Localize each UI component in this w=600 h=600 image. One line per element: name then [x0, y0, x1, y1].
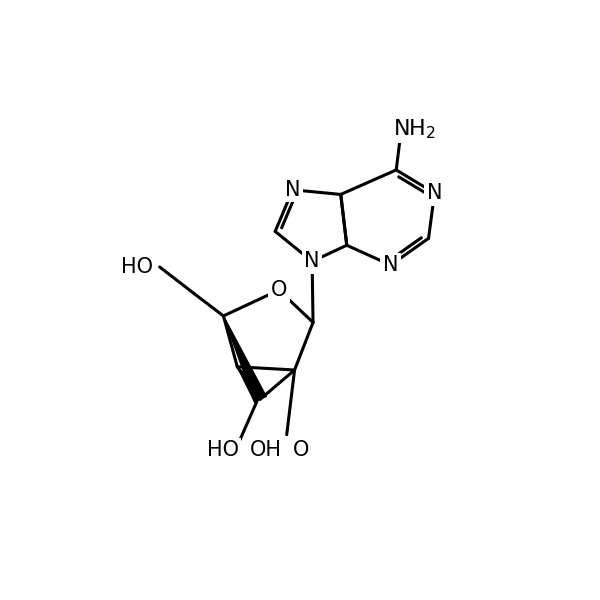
Text: OH: OH [250, 440, 282, 460]
Text: HO: HO [121, 257, 153, 277]
Text: NH$_2$: NH$_2$ [393, 118, 436, 141]
Polygon shape [237, 367, 266, 403]
Text: N: N [285, 180, 301, 200]
Text: N: N [427, 183, 442, 203]
Polygon shape [223, 316, 266, 402]
Text: N: N [304, 251, 320, 271]
Text: O: O [292, 440, 309, 460]
Text: O: O [271, 280, 287, 300]
Text: N: N [383, 255, 398, 275]
Text: HO: HO [208, 440, 239, 460]
